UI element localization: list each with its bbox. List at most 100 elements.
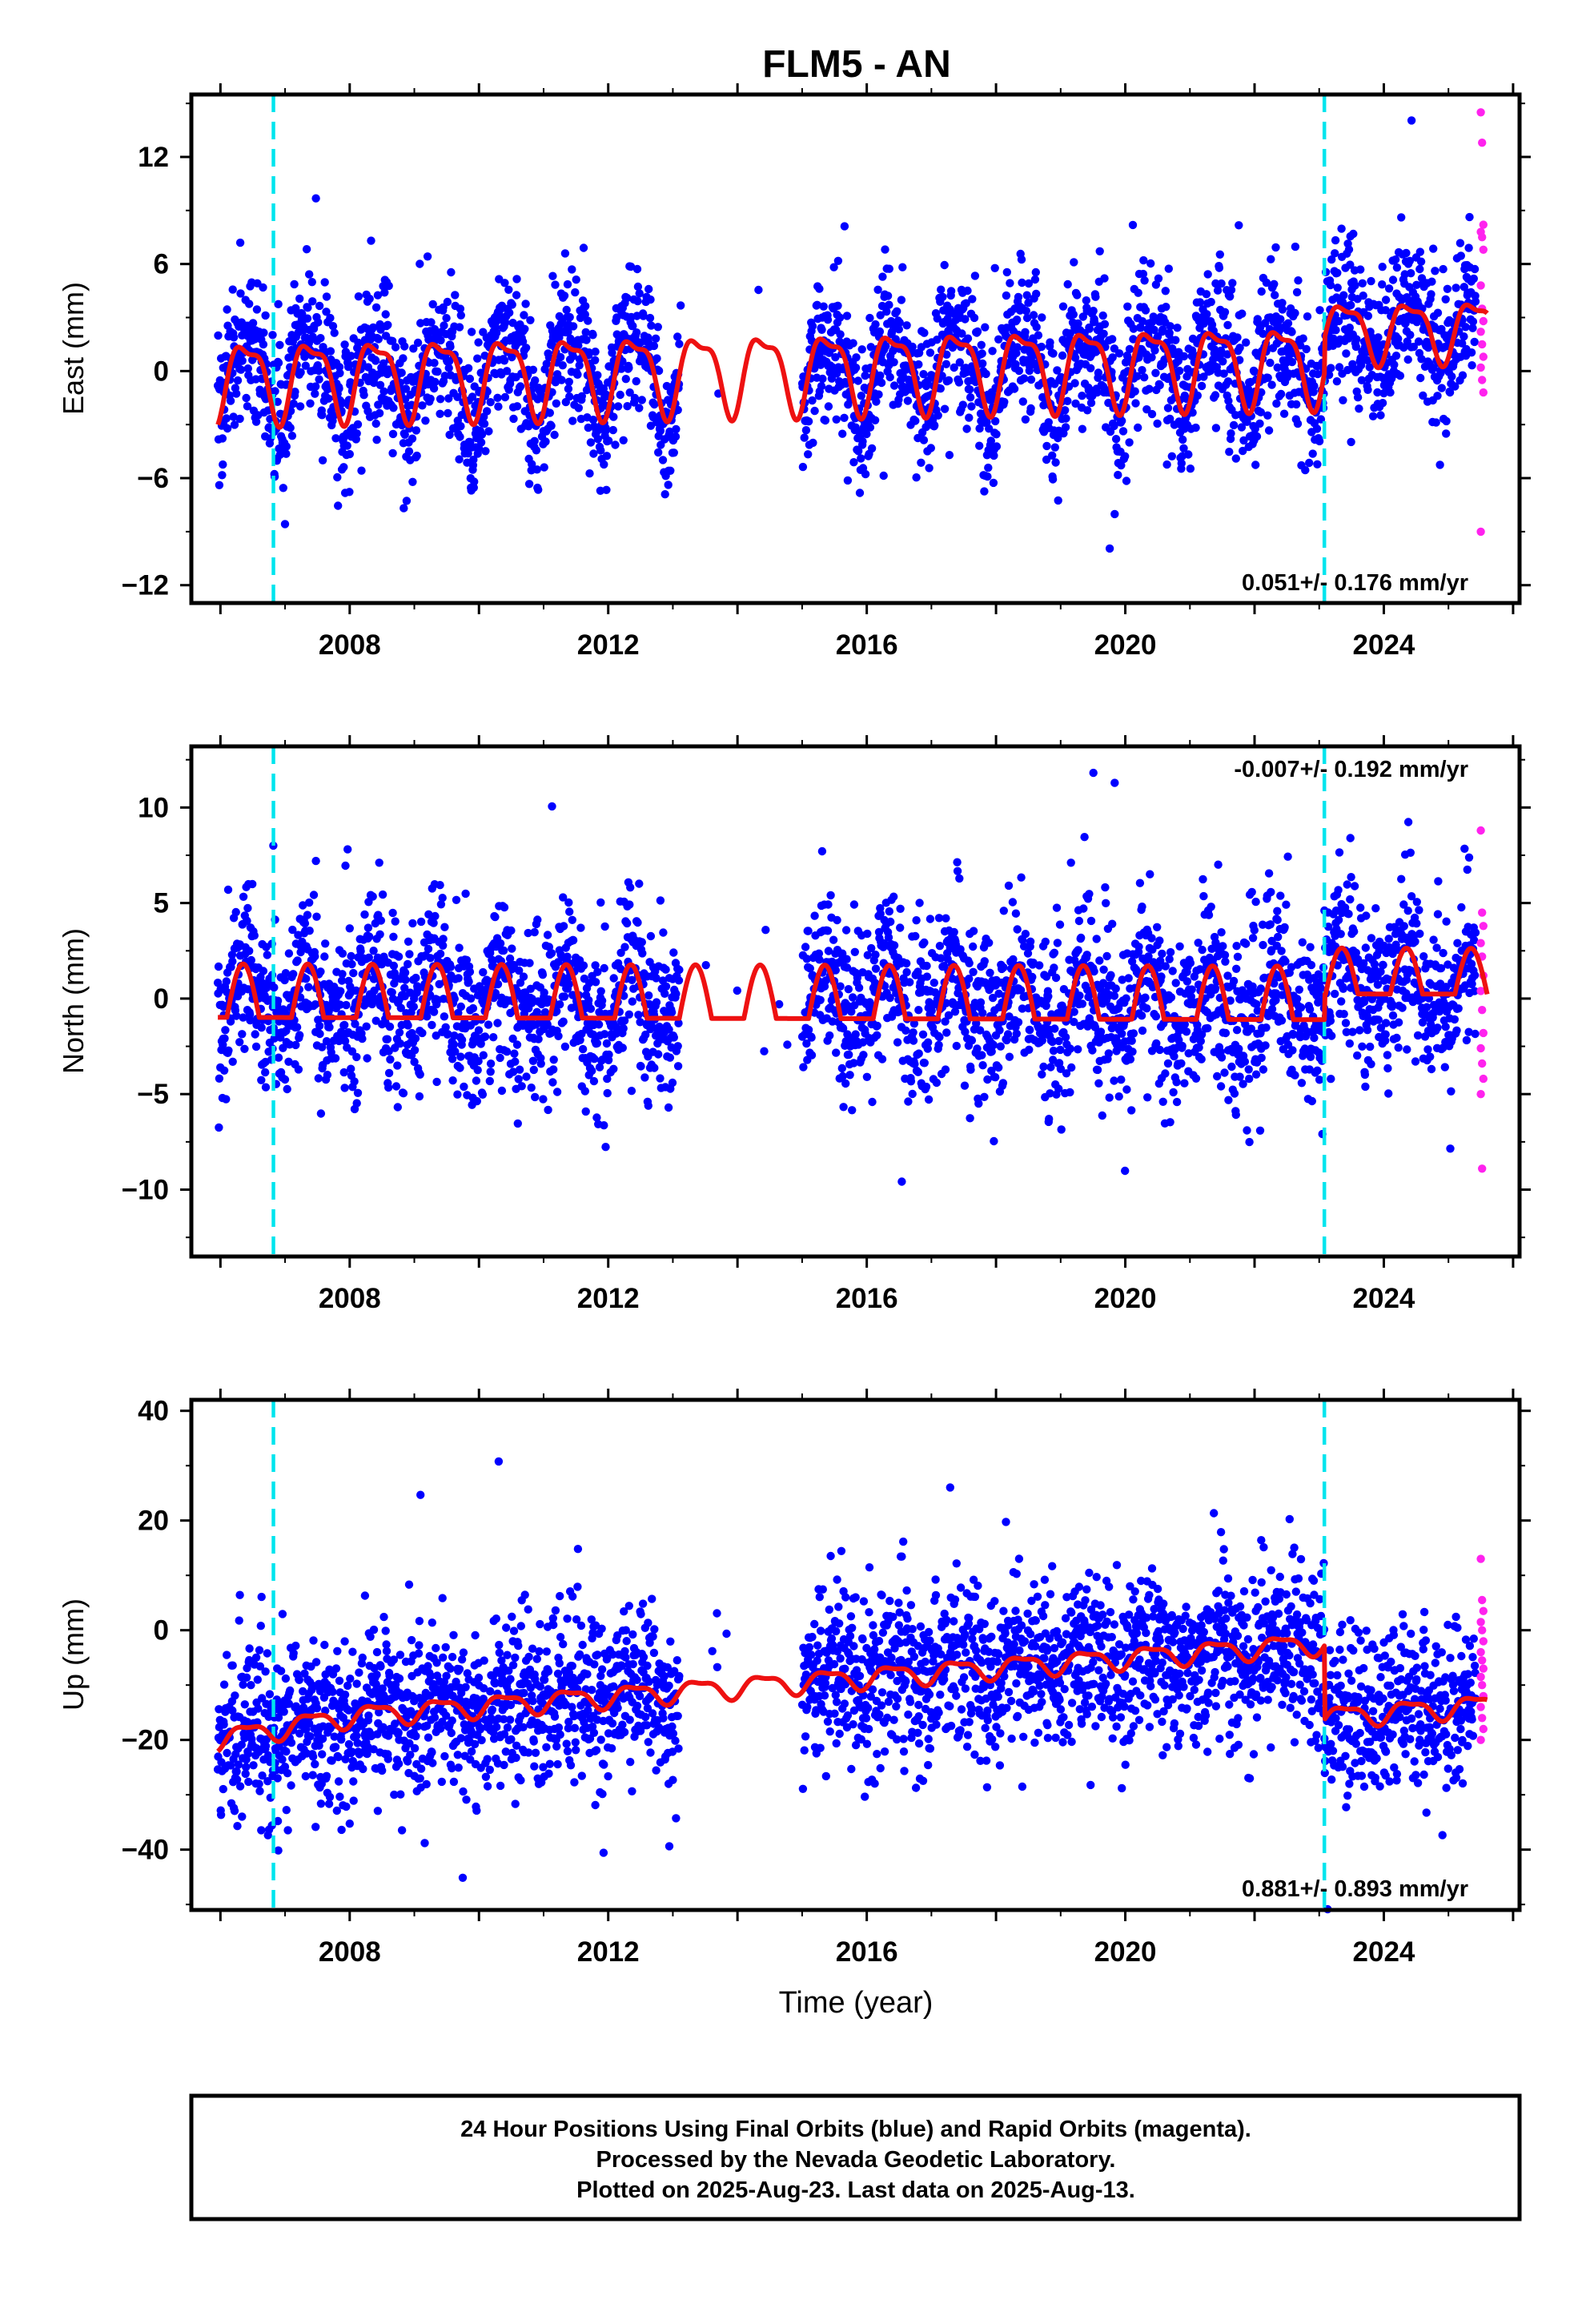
east-final-point [219,460,227,469]
east-final-point [473,354,482,363]
north-final-point [669,948,678,957]
north-final-point [544,1105,552,1115]
east-final-point [565,392,574,401]
north-final-point [473,1066,482,1075]
east-final-point [307,278,316,287]
east-final-point [1054,433,1062,443]
north-final-point [656,896,665,905]
east-final-point [531,376,540,385]
north-final-point [396,1039,405,1048]
east-final-point [977,340,986,349]
east-final-point [857,454,865,463]
north-final-point [592,1039,602,1048]
east-final-point [1229,420,1239,430]
north-final-point [889,892,898,901]
east-final-point [961,315,970,324]
north-final-point [263,951,271,959]
east-final-point [1125,344,1134,354]
north-final-point [998,1079,1008,1088]
east-final-point [580,310,589,319]
east-final-point [1305,458,1314,468]
north-final-point [906,1077,916,1086]
east-final-point [1019,374,1029,383]
east-final-point [573,370,582,379]
east-final-point [851,364,861,372]
east-final-point [228,285,237,294]
east-final-point [456,304,465,313]
north-final-point [911,931,920,941]
east-final-point [340,340,349,349]
north-final-point [384,1068,394,1078]
east-final-point [1091,292,1100,301]
east-final-point [589,449,598,458]
east-final-point [994,335,1003,344]
north-final-point [251,1030,259,1039]
east-final-point [1464,243,1473,252]
north-final-point [1110,1076,1118,1085]
east-final-point [442,314,451,323]
east-final-point [493,393,502,402]
east-final-point [302,245,311,254]
east-final-point [1272,399,1281,408]
east-rapid-point [1476,328,1485,336]
east-final-point [1034,331,1043,340]
north-final-point [436,949,445,959]
east-final-point [588,331,597,340]
north-final-point [1014,1018,1023,1027]
east-final-point [919,436,929,444]
north-final-point [871,951,880,959]
north-final-point [633,918,642,927]
east-final-point [992,430,1001,439]
north-final-point [889,941,899,950]
east-final-point [857,345,866,354]
east-rapid-point [1479,316,1488,326]
east-final-point [1363,312,1373,320]
east-final-point [672,424,681,434]
east-final-point [295,402,305,411]
east-final-point [879,471,888,480]
north-final-point [1035,961,1044,970]
east-final-point [1215,250,1225,259]
north-final-point [369,947,378,955]
north-final-point [1066,858,1075,867]
north-final-point [628,997,636,1006]
east-final-point [650,400,659,409]
east-final-point [500,279,509,287]
north-final-point [597,996,607,1005]
north-final-point [338,970,347,979]
east-final-point [1252,432,1262,441]
east-rapid-point [1478,233,1487,242]
north-final-point [449,1040,459,1049]
east-final-point [1302,344,1311,354]
east-final-point [819,302,828,311]
east-final-point [558,361,567,370]
north-final-point [859,1051,868,1059]
east-final-point [1215,263,1224,272]
north-final-point [626,883,635,892]
north-final-point [967,1036,977,1045]
north-final-point [596,987,605,996]
east-final-point [828,363,837,372]
east-final-point [311,389,319,398]
east-final-point [534,485,543,494]
east-final-point [1095,247,1104,255]
east-final-point [871,320,880,329]
north-final-point [486,1059,496,1068]
east-final-point [243,402,252,411]
north-final-point [439,935,448,943]
north-final-point [942,914,950,923]
east-final-point [375,408,384,418]
east-final-point [1468,361,1476,370]
north-final-point [527,1084,536,1092]
east-final-point [823,316,833,324]
east-final-point [815,284,824,293]
east-final-point [1105,544,1114,553]
east-final-point [311,382,320,391]
east-final-point [626,262,636,271]
north-final-point [918,1030,928,1039]
east-final-point [875,327,885,336]
east-final-point [1339,396,1347,404]
east-final-point [1100,274,1109,283]
east-final-point [1166,322,1174,331]
east-final-point [399,354,408,363]
